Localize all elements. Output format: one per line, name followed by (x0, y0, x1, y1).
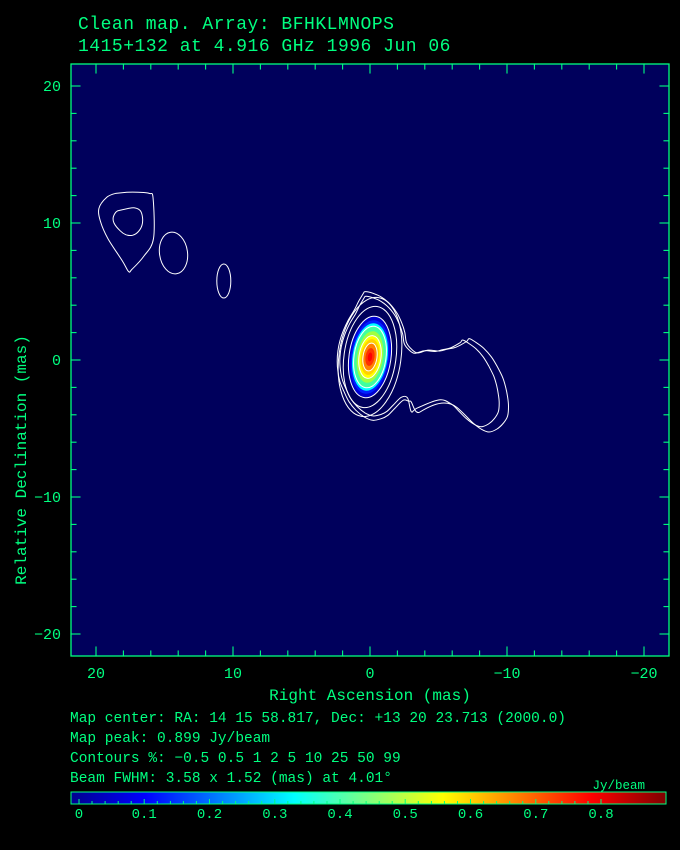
svg-text:−20: −20 (630, 666, 657, 683)
svg-text:Relative Declination (mas): Relative Declination (mas) (13, 335, 31, 585)
svg-text:−10: −10 (493, 666, 520, 683)
svg-text:10: 10 (224, 666, 242, 683)
svg-text:0: 0 (52, 353, 61, 370)
svg-text:Clean map. Array: BFHKLMNOPS: Clean map. Array: BFHKLMNOPS (78, 15, 394, 35)
svg-text:0.4: 0.4 (327, 807, 352, 823)
svg-text:Jy/beam: Jy/beam (592, 779, 645, 793)
svg-text:0: 0 (365, 666, 374, 683)
svg-text:Contours %: −0.5 0.5 1 2 5 10: Contours %: −0.5 0.5 1 2 5 10 25 50 99 (70, 751, 401, 767)
svg-text:20: 20 (87, 666, 105, 683)
svg-text:Map center: RA: 14 15 58.817,: Map center: RA: 14 15 58.817, Dec: +13 2… (70, 711, 566, 727)
svg-text:Map peak: 0.899 Jy/beam: Map peak: 0.899 Jy/beam (70, 731, 270, 747)
svg-text:0.3: 0.3 (262, 807, 287, 823)
svg-text:−10: −10 (34, 490, 61, 507)
svg-text:−20: −20 (34, 627, 61, 644)
svg-text:20: 20 (43, 79, 61, 96)
svg-text:0: 0 (75, 807, 83, 823)
svg-text:0.8: 0.8 (588, 807, 613, 823)
svg-text:0.7: 0.7 (523, 807, 548, 823)
svg-text:0.2: 0.2 (197, 807, 222, 823)
svg-text:10: 10 (43, 216, 61, 233)
svg-text:1415+132 at 4.916 GHz 1996 Jun: 1415+132 at 4.916 GHz 1996 Jun 06 (78, 37, 451, 57)
svg-text:0.6: 0.6 (458, 807, 483, 823)
svg-text:Right Ascension (mas): Right Ascension (mas) (269, 687, 471, 705)
svg-text:0.5: 0.5 (393, 807, 418, 823)
svg-text:0.1: 0.1 (132, 807, 157, 823)
svg-text:Beam FWHM: 3.58 x 1.52 (mas) a: Beam FWHM: 3.58 x 1.52 (mas) at 4.01° (70, 771, 392, 787)
